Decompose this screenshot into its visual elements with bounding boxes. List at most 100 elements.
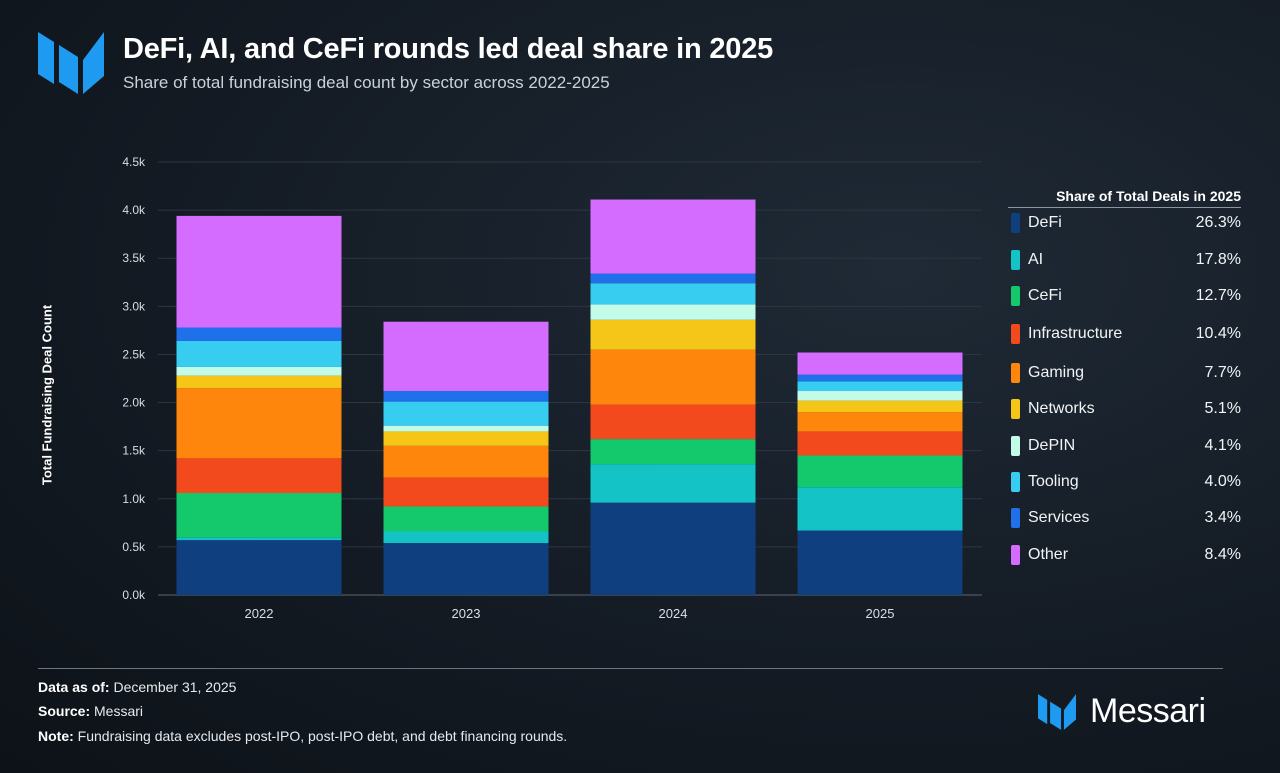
bar-segment-other-2025	[797, 352, 963, 375]
y-tick-label: 0.0k	[122, 588, 146, 602]
legend-item-gaming: Gaming 7.7%	[1008, 361, 1241, 385]
bar-segment-ai-2023	[383, 531, 549, 544]
bar-segment-gaming-2025	[797, 412, 963, 432]
legend-label: DeFi	[1028, 214, 1062, 231]
data-as-of-value: December 31, 2025	[113, 679, 237, 695]
bar-segment-gaming-2023	[383, 445, 549, 478]
legend-swatch	[1011, 363, 1020, 383]
bar-segment-defi-2022	[176, 540, 342, 595]
bar-segment-services-2023	[383, 391, 549, 402]
bar-segment-services-2025	[797, 374, 963, 382]
legend: Share of Total Deals in 2025 DeFi 26.3% AI…	[1008, 188, 1241, 565]
y-tick-label: 1.0k	[122, 492, 146, 506]
legend-label: Infrastructure	[1028, 325, 1123, 342]
messari-brand-icon	[1038, 694, 1076, 730]
bar-segment-services-2022	[176, 327, 342, 341]
legend-item-depin: DePIN 4.1%	[1008, 434, 1241, 458]
y-tick-label: 1.5k	[122, 444, 146, 458]
bar-segment-cefi-2023	[383, 506, 549, 532]
bar-segment-cefi-2024	[590, 439, 756, 465]
legend-title: Share of Total Deals in 2025	[1008, 188, 1241, 208]
data-as-of-label: Data as of:	[38, 679, 110, 695]
bar-segment-services-2024	[590, 273, 756, 284]
legend-label: Other	[1028, 546, 1069, 563]
legend-label: CeFi	[1028, 287, 1062, 304]
bar-segment-networks-2025	[797, 400, 963, 413]
bar-segment-cefi-2022	[176, 493, 342, 538]
y-tick-label: 4.5k	[122, 155, 146, 169]
note-label: Note:	[38, 728, 74, 744]
legend-swatch	[1011, 436, 1020, 456]
legend-value: 17.8%	[1195, 251, 1241, 268]
y-tick-label: 2.5k	[122, 347, 146, 361]
legend-swatch	[1011, 213, 1020, 233]
y-tick-label: 2.0k	[122, 396, 146, 410]
bar-segment-infrastructure-2023	[383, 477, 549, 507]
legend-value: 4.1%	[1204, 437, 1241, 454]
bar-segment-infrastructure-2022	[176, 458, 342, 494]
brand-name: Messari	[1090, 692, 1206, 730]
bar-segment-tooling-2022	[176, 340, 342, 367]
y-axis-label: Total Fundraising Deal Count	[39, 304, 55, 486]
bar-segment-ai-2022	[176, 537, 342, 541]
legend-value: 7.7%	[1204, 364, 1241, 381]
x-tick-label: 2024	[659, 606, 688, 621]
footer-data-as-of: Data as of: December 31, 2025	[38, 679, 236, 695]
legend-item-cefi: CeFi 12.7%	[1008, 284, 1241, 308]
y-tick-label: 3.0k	[122, 299, 146, 313]
bar-segment-gaming-2024	[590, 349, 756, 405]
legend-value: 3.4%	[1204, 509, 1241, 526]
legend-value: 10.4%	[1195, 325, 1241, 342]
bar-segment-tooling-2025	[797, 381, 963, 392]
y-tick-label: 4.0k	[122, 203, 146, 217]
legend-label: Gaming	[1028, 364, 1085, 381]
source-value: Messari	[94, 703, 144, 719]
legend-item-infrastructure: Infrastructure 10.4%	[1008, 322, 1241, 346]
legend-swatch	[1011, 399, 1020, 419]
bar-segment-infrastructure-2024	[590, 404, 756, 440]
legend-item-other: Other 8.4%	[1008, 543, 1241, 567]
legend-swatch	[1011, 286, 1020, 306]
bar-segment-defi-2023	[383, 543, 549, 595]
bar-segment-ai-2025	[797, 487, 963, 531]
bar-segment-other-2023	[383, 321, 549, 392]
chart-title: DeFi, AI, and CeFi rounds led deal share…	[123, 33, 774, 65]
bar-segment-other-2024	[590, 199, 756, 274]
x-tick-label: 2023	[452, 606, 481, 621]
legend-value: 8.4%	[1204, 546, 1241, 563]
bar-segment-depin-2025	[797, 391, 963, 401]
bar-segment-tooling-2024	[590, 283, 756, 305]
bar-segment-infrastructure-2025	[797, 431, 963, 456]
legend-label: Services	[1028, 509, 1090, 526]
bar-segment-networks-2022	[176, 375, 342, 389]
messari-brand: Messari	[1038, 690, 1228, 732]
x-tick-label: 2025	[866, 606, 895, 621]
chart-subtitle: Share of total fundraising deal count by…	[123, 73, 610, 92]
legend-label: Tooling	[1028, 473, 1079, 490]
legend-label: Networks	[1028, 400, 1095, 417]
legend-value: 5.1%	[1204, 400, 1241, 417]
bar-segment-ai-2024	[590, 464, 756, 503]
y-tick-label: 3.5k	[122, 251, 146, 265]
legend-swatch	[1011, 250, 1020, 270]
legend-value: 26.3%	[1195, 214, 1241, 231]
footer-note: Note: Fundraising data excludes post-IPO…	[38, 728, 567, 744]
legend-item-networks: Networks 5.1%	[1008, 397, 1241, 421]
legend-item-services: Services 3.4%	[1008, 506, 1241, 530]
footer-divider	[38, 668, 1223, 669]
legend-value: 12.7%	[1195, 287, 1241, 304]
legend-label: AI	[1028, 251, 1044, 268]
footer-source: Source: Messari	[38, 703, 143, 719]
x-tick-label: 2022	[245, 606, 274, 621]
source-label: Source:	[38, 703, 91, 719]
bar-segment-cefi-2025	[797, 455, 963, 488]
legend-swatch	[1011, 324, 1020, 344]
legend-swatch	[1011, 545, 1020, 565]
bar-segment-defi-2025	[797, 530, 963, 595]
messari-logo-icon	[38, 32, 104, 94]
legend-value: 4.0%	[1204, 473, 1241, 490]
legend-swatch	[1011, 508, 1020, 528]
bar-segment-gaming-2022	[176, 388, 342, 459]
note-value: Fundraising data excludes post-IPO, post…	[77, 728, 568, 744]
